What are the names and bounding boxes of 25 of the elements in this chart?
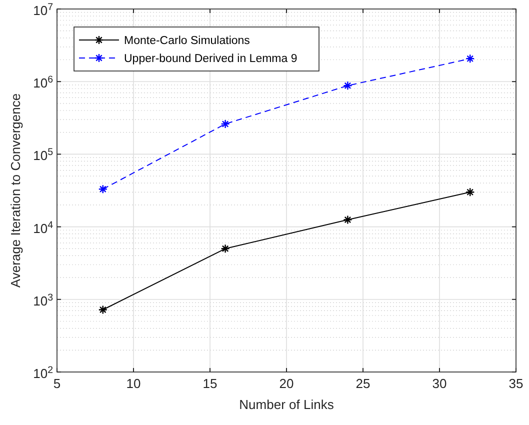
x-tick-label: 10 <box>126 376 141 391</box>
x-tick-label: 5 <box>53 376 61 391</box>
y-tick-label: 10$^{6}$ <box>33 74 53 91</box>
point <box>98 305 108 314</box>
legend-label: Monte-Carlo Simulations <box>124 35 250 47</box>
y-tick-label: 10$^{4}$ <box>33 219 54 236</box>
y-axis-title: Average Iteration to Convergence <box>8 93 23 288</box>
x-tick-label: 20 <box>279 376 294 391</box>
point <box>466 188 475 197</box>
point <box>98 184 108 194</box>
x-axis-title: Number of Links <box>239 397 334 412</box>
point <box>343 215 352 224</box>
y-tick-label: 10$^{2}$ <box>33 364 53 381</box>
y-tick-label: 10$^{7}$ <box>33 2 53 18</box>
point <box>343 81 352 90</box>
point <box>220 244 230 254</box>
y-tick-label: 10$^{5}$ <box>33 146 54 164</box>
point <box>220 119 230 129</box>
x-tick-label: 15 <box>202 376 218 391</box>
x-tick-label: 30 <box>432 376 447 391</box>
x-tick-label: 35 <box>508 376 524 391</box>
x-tick-label: 25 <box>356 376 370 391</box>
y-tick-label: 10$^{3}$ <box>33 292 53 308</box>
legend-label: Upper-bound Derived in Lemma 9 <box>124 53 298 65</box>
point <box>466 54 475 64</box>
